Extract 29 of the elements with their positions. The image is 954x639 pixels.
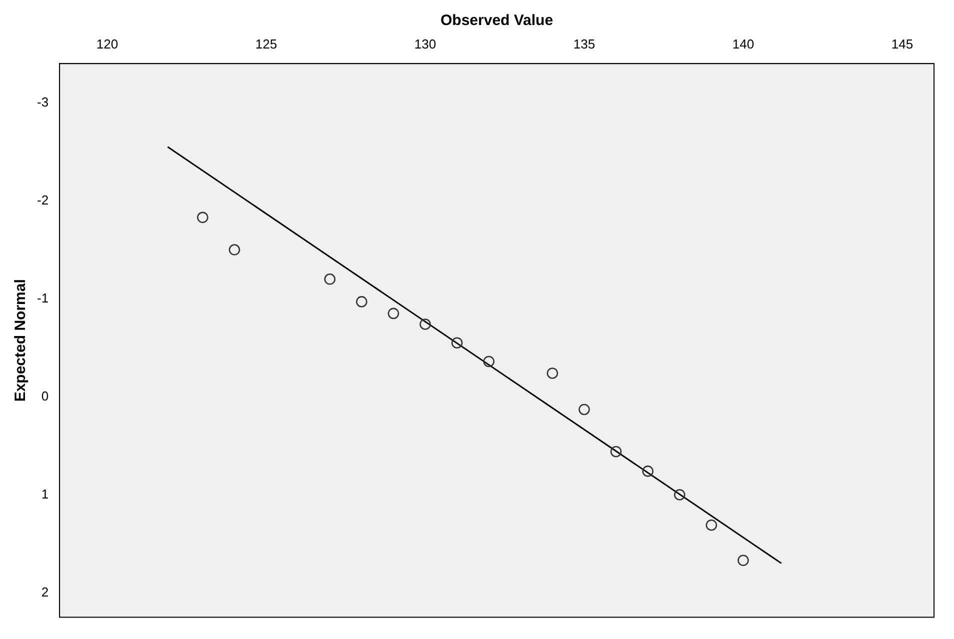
- point: [642, 466, 654, 477]
- x-tick-label: 140: [732, 36, 754, 52]
- point: [197, 212, 208, 224]
- y-tick-label: 2: [41, 584, 49, 600]
- point: [228, 244, 240, 256]
- y-tick-label: -3: [36, 94, 49, 110]
- point: [738, 554, 749, 566]
- x-tick-label: 145: [891, 36, 914, 52]
- point: [388, 308, 400, 320]
- point: [420, 318, 431, 330]
- point: [356, 296, 368, 308]
- point: [324, 274, 336, 285]
- x-tick-label: 130: [414, 36, 436, 52]
- point: [483, 356, 494, 368]
- y-axis-title: Expected Normal: [12, 279, 30, 402]
- point: [578, 404, 590, 416]
- x-tick-label: 135: [573, 36, 596, 52]
- point: [674, 489, 686, 500]
- point: [451, 337, 463, 348]
- x-tick-label: 120: [96, 36, 118, 52]
- y-tick-label: 1: [41, 486, 49, 502]
- y-tick-label: -1: [36, 290, 49, 306]
- point: [610, 446, 622, 458]
- y-tick-label: 0: [41, 388, 49, 404]
- point: [546, 368, 558, 379]
- point: [706, 519, 718, 531]
- x-tick-label: 125: [255, 36, 278, 52]
- y-tick-label: -2: [36, 192, 49, 208]
- x-axis-title: Observed Value: [440, 12, 554, 30]
